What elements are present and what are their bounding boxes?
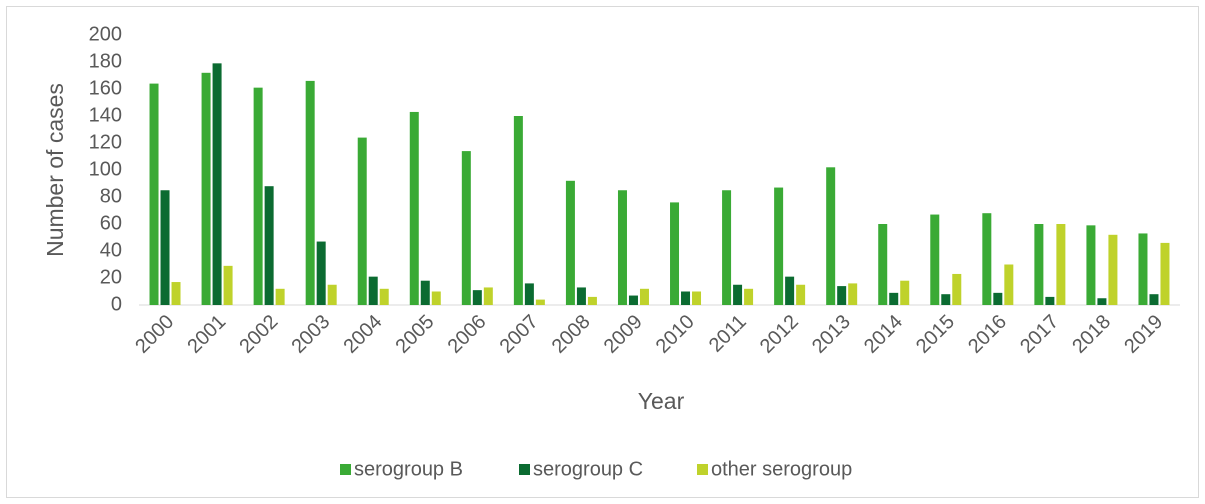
bar (1045, 296, 1055, 305)
bar (1149, 294, 1159, 305)
bar (587, 296, 597, 305)
x-axis-title: Year (638, 388, 685, 414)
bar (878, 224, 888, 305)
legend-label: other serogroup (711, 458, 852, 480)
bar (1097, 298, 1107, 305)
bar (171, 282, 181, 305)
y-tick-label: 40 (100, 239, 122, 261)
bar (982, 213, 992, 305)
bar (930, 214, 940, 305)
bar (201, 72, 211, 305)
bar (733, 284, 743, 305)
y-axis-title: Number of cases (42, 83, 68, 257)
bar (524, 283, 534, 305)
legend-label: serogroup C (533, 458, 643, 480)
bar (305, 80, 315, 306)
bar (1034, 224, 1044, 305)
bar (409, 111, 419, 305)
bar (617, 190, 627, 305)
bar (420, 280, 430, 305)
y-tick-label: 0 (111, 293, 122, 315)
bar (941, 294, 951, 305)
bar (212, 63, 222, 305)
bar (1108, 234, 1118, 305)
bar (275, 288, 285, 305)
bar (264, 186, 274, 305)
bar (722, 190, 732, 305)
legend-swatch (340, 464, 351, 475)
bar (316, 241, 326, 305)
bar (837, 286, 847, 305)
bar (461, 151, 471, 305)
bar (639, 288, 649, 305)
y-tick-label: 140 (89, 104, 122, 126)
y-tick-label: 100 (89, 158, 122, 180)
bar (900, 280, 910, 305)
bar (576, 287, 586, 305)
bar (483, 287, 493, 305)
bar (160, 190, 170, 305)
bar (535, 299, 545, 305)
bar (628, 295, 638, 305)
bar (826, 167, 836, 305)
y-tick-label: 180 (89, 50, 122, 72)
bar (692, 291, 702, 305)
y-tick-label: 200 (89, 23, 122, 45)
bar (357, 137, 367, 305)
bar (889, 292, 899, 305)
bar (1086, 225, 1096, 305)
bar (1160, 242, 1170, 305)
bar (670, 202, 680, 305)
y-tick-label: 160 (89, 77, 122, 99)
bar (472, 290, 482, 305)
bar (149, 83, 159, 305)
bar (1056, 224, 1066, 305)
bar (744, 288, 754, 305)
y-tick-label: 120 (89, 131, 122, 153)
bar (223, 265, 233, 305)
bar (1004, 264, 1014, 305)
bar (774, 187, 784, 305)
y-tick-label: 80 (100, 185, 122, 207)
bar (431, 291, 441, 305)
chart-border (6, 6, 1199, 498)
bar (368, 276, 378, 305)
y-tick-label: 60 (100, 212, 122, 234)
bar (253, 87, 263, 306)
bar (952, 273, 962, 305)
bar (379, 288, 389, 305)
bar (327, 284, 337, 305)
bar (993, 292, 1003, 305)
bar (565, 180, 575, 305)
bar (1138, 233, 1148, 305)
bar (513, 116, 523, 305)
legend-swatch (519, 464, 530, 475)
legend-swatch (697, 464, 708, 475)
y-tick-label: 20 (100, 266, 122, 288)
bar (785, 276, 795, 305)
legend-label: serogroup B (354, 458, 463, 480)
bar (848, 283, 858, 305)
bar (681, 291, 691, 305)
bar (796, 284, 806, 305)
